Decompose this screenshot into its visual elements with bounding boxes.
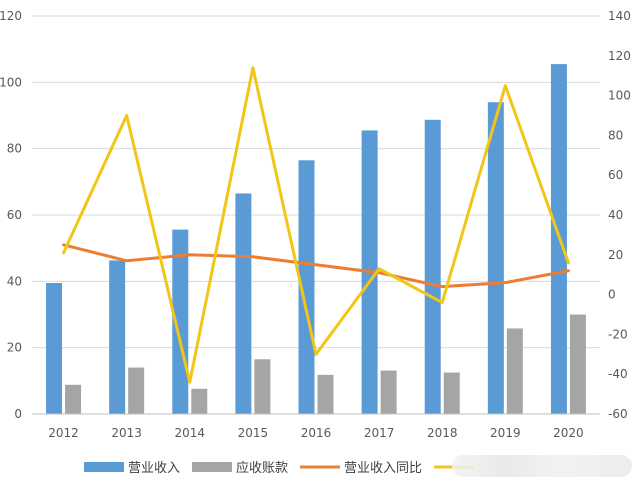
left-axis-tick-label: 100 — [0, 75, 22, 89]
right-axis-tick-label: -40 — [608, 367, 628, 381]
right-axis-tick-label: 140 — [608, 9, 631, 23]
right-y-axis: -60 -40 -20 0 20 40 60 80 100 120 140 — [608, 9, 631, 421]
left-axis-tick-label: 40 — [7, 274, 22, 288]
bar-receivables — [191, 388, 208, 414]
x-axis: 2012 2013 2014 2015 2016 2017 2018 2019 2020 — [32, 413, 600, 440]
x-axis-tick-label: 2012 — [48, 426, 79, 440]
bar-receivables — [569, 314, 586, 414]
right-axis-tick-label: 80 — [608, 128, 623, 142]
line-yellow-series — [62, 66, 570, 384]
left-axis-tick-label: 60 — [7, 208, 22, 222]
bar-receivables — [317, 374, 334, 414]
bar-receivables — [65, 384, 82, 414]
bar-series — [46, 64, 586, 415]
bar-receivables — [380, 370, 397, 414]
legend: 营业收入 应收账款 营业收入同比 — [84, 460, 474, 476]
bar-receivables — [443, 372, 460, 414]
right-axis-tick-label: 20 — [608, 248, 623, 262]
x-axis-tick-label: 2014 — [175, 426, 206, 440]
bar-receivables — [506, 328, 523, 414]
right-axis-tick-label: 0 — [608, 288, 616, 302]
left-y-axis: 0 20 40 60 80 100 120 — [0, 9, 22, 421]
bar-revenue — [172, 229, 189, 414]
x-axis-tick-label: 2015 — [238, 426, 269, 440]
right-axis-tick-label: 120 — [608, 49, 631, 63]
legend-label: 营业收入同比 — [344, 461, 422, 476]
legend-label: 营业收入 — [128, 461, 180, 476]
bar-receivables — [128, 367, 145, 414]
right-axis-tick-label: -20 — [608, 327, 628, 341]
x-axis-tick-label: 2019 — [490, 426, 521, 440]
legend-label: 应收账款 — [236, 460, 288, 476]
left-axis-tick-label: 120 — [0, 9, 22, 23]
x-axis-tick-label: 2016 — [301, 426, 332, 440]
bar-revenue — [46, 282, 63, 414]
legend-swatch — [84, 462, 124, 472]
bar-revenue — [298, 160, 315, 414]
left-axis-tick-label: 20 — [7, 341, 22, 355]
right-axis-tick-label: 60 — [608, 168, 623, 182]
left-axis-tick-label: 80 — [7, 142, 22, 156]
x-axis-tick-label: 2017 — [364, 426, 395, 440]
bar-revenue — [109, 260, 126, 414]
line-revenue-yoy — [62, 243, 570, 289]
right-axis-tick-label: 40 — [608, 208, 623, 222]
legend-swatch — [192, 462, 232, 472]
bar-receivables — [254, 359, 271, 414]
gridlines — [32, 15, 600, 415]
x-axis-tick-label: 2018 — [427, 426, 458, 440]
line-series — [62, 66, 570, 384]
x-axis-tick-label: 2020 — [553, 426, 584, 440]
right-axis-tick-label: -60 — [608, 407, 628, 421]
blurred-watermark — [452, 455, 632, 477]
bar-revenue — [424, 119, 441, 414]
bar-revenue — [235, 193, 252, 414]
x-axis-tick-label: 2013 — [111, 426, 142, 440]
bar-revenue — [487, 102, 504, 414]
left-axis-tick-label: 0 — [14, 407, 22, 421]
right-axis-tick-label: 100 — [608, 89, 631, 103]
